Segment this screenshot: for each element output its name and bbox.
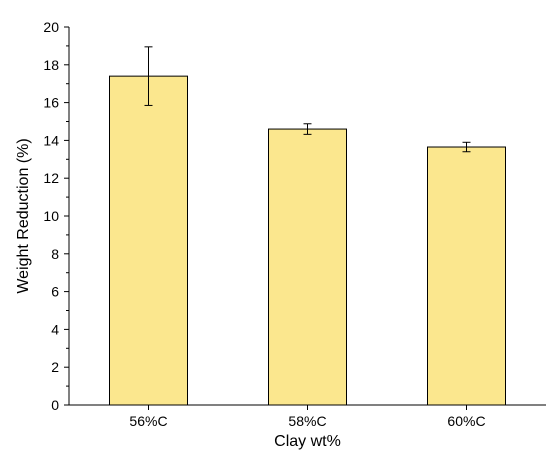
error-bars-layer [144,46,471,153]
x-ticks-layer: 56%C 58%C 60%C [129,405,486,429]
y-tick-label: 2 [51,359,59,375]
y-ticks-layer: 0 2 4 6 8 10 12 14 16 18 20 [43,19,69,413]
y-tick-label: 18 [43,57,59,73]
y-tick-label: 16 [43,95,59,111]
y-axis-title: Weight Reduction (%) [15,138,32,293]
y-tick-label: 4 [51,321,59,337]
bar-58-c [268,128,347,406]
bar-56-c [109,75,188,406]
y-tick-label: 8 [51,246,59,262]
y-tick-label: 20 [43,19,59,35]
x-tick-label: 56%C [129,413,167,429]
y-tick-label: 12 [43,170,59,186]
y-tick-label: 14 [43,132,59,148]
y-tick-label: 6 [51,284,59,300]
x-axis-title: Clay wt% [274,433,341,450]
y-tick-label: 10 [43,208,59,224]
x-tick-label: 58%C [288,413,326,429]
y-tick-label: 0 [51,397,59,413]
bar-60-c [427,146,506,406]
x-tick-label: 60%C [447,413,485,429]
